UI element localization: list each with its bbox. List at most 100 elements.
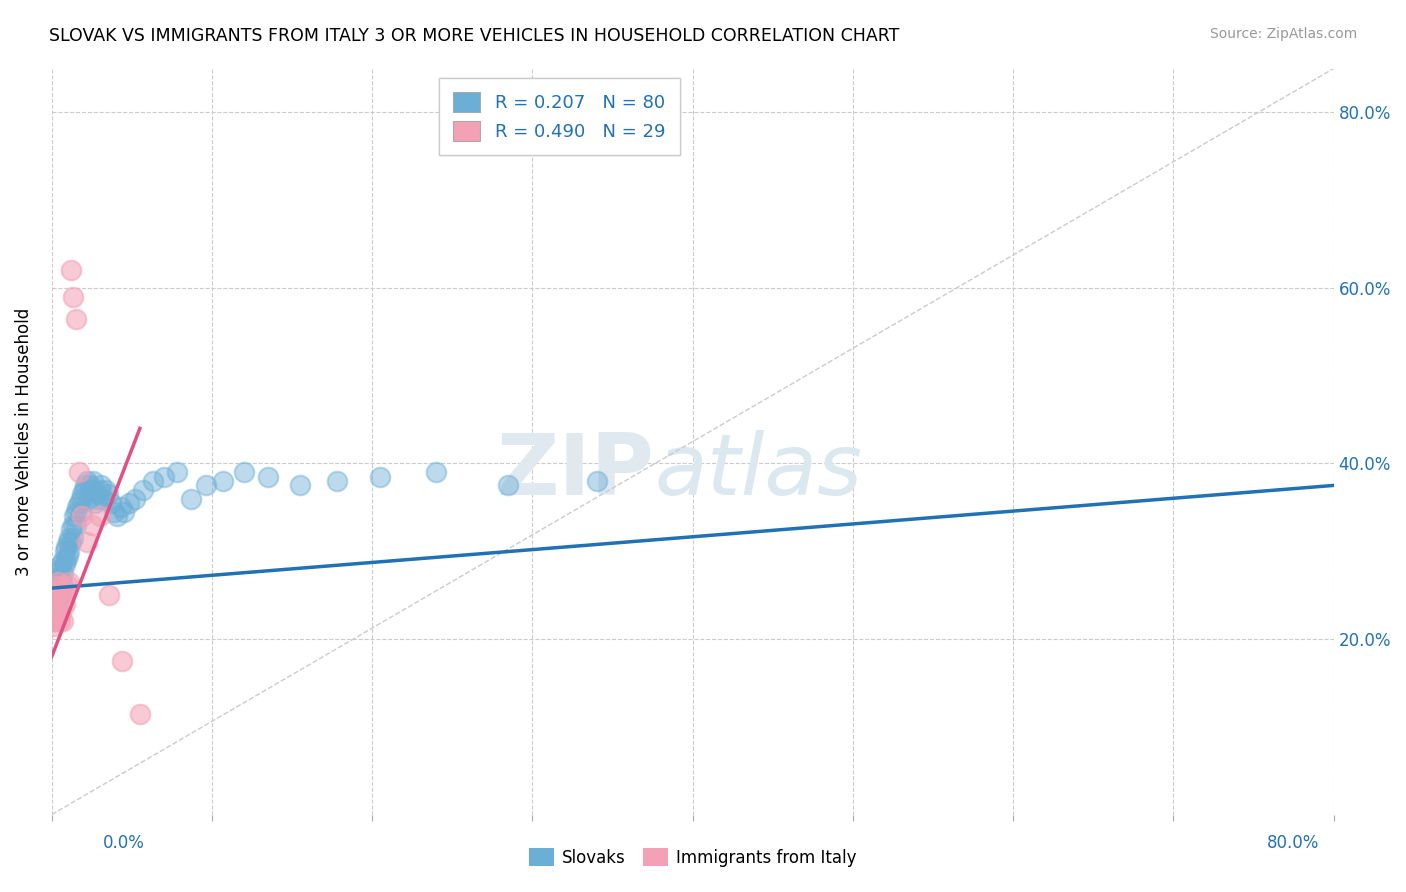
Point [65, 505, 87, 519]
Point [79, 478, 101, 492]
Point [46, 579, 69, 593]
Point [44, 588, 66, 602]
Text: atlas: atlas [654, 430, 862, 513]
Point [45, 597, 67, 611]
Text: 80.0%: 80.0% [1267, 834, 1319, 852]
Point [51, 571, 73, 585]
Point [89, 509, 111, 524]
Point [46, 601, 69, 615]
Point [194, 478, 217, 492]
Point [55, 583, 77, 598]
Point [257, 469, 280, 483]
Point [65, 311, 87, 326]
Point [45, 583, 67, 598]
Point [49, 588, 72, 602]
Point [100, 496, 122, 510]
Point [80, 517, 103, 532]
Point [86, 487, 108, 501]
Point [63, 509, 86, 524]
Point [49, 562, 72, 576]
Point [58, 544, 80, 558]
Point [67, 465, 90, 479]
Point [124, 491, 146, 506]
Point [46, 592, 69, 607]
Point [42, 619, 65, 633]
Point [52, 579, 75, 593]
Point [107, 509, 129, 524]
Point [45, 571, 67, 585]
Point [45, 606, 67, 620]
Point [180, 491, 202, 506]
Point [70, 487, 93, 501]
Point [70, 509, 93, 524]
Point [55, 540, 77, 554]
Point [89, 483, 111, 497]
Point [84, 496, 107, 510]
Point [42, 597, 65, 611]
Text: SLOVAK VS IMMIGRANTS FROM ITALY 3 OR MORE VEHICLES IN HOUSEHOLD CORRELATION CHAR: SLOVAK VS IMMIGRANTS FROM ITALY 3 OR MOR… [49, 27, 900, 45]
Point [128, 706, 150, 721]
Point [153, 469, 176, 483]
Point [52, 588, 75, 602]
Point [103, 505, 125, 519]
Legend: R = 0.207   N = 80, R = 0.490   N = 29: R = 0.207 N = 80, R = 0.490 N = 29 [439, 78, 681, 155]
Point [65, 517, 87, 532]
Point [87, 491, 110, 506]
Point [42, 610, 65, 624]
Point [368, 469, 391, 483]
Point [59, 535, 82, 549]
Point [51, 583, 73, 598]
Point [58, 574, 80, 589]
Point [76, 535, 98, 549]
Point [49, 574, 72, 589]
Point [56, 579, 79, 593]
Point [75, 478, 97, 492]
Point [59, 263, 82, 277]
Point [69, 505, 91, 519]
Point [62, 531, 84, 545]
Point [111, 654, 134, 668]
Point [55, 553, 77, 567]
Point [46, 574, 69, 589]
Point [44, 574, 66, 589]
Point [166, 465, 188, 479]
Point [233, 465, 256, 479]
Text: Source: ZipAtlas.com: Source: ZipAtlas.com [1209, 27, 1357, 41]
Point [97, 487, 120, 501]
Point [45, 579, 67, 593]
Y-axis label: 3 or more Vehicles in Household: 3 or more Vehicles in Household [15, 308, 32, 575]
Point [62, 290, 84, 304]
Point [498, 478, 520, 492]
Point [42, 583, 65, 598]
Point [58, 531, 80, 545]
Point [326, 474, 349, 488]
Point [118, 496, 141, 510]
Point [425, 465, 447, 479]
Point [56, 549, 79, 563]
Point [288, 478, 311, 492]
Point [52, 615, 75, 629]
Point [53, 558, 76, 572]
Point [66, 500, 89, 515]
Point [44, 615, 66, 629]
Point [51, 606, 73, 620]
Point [142, 474, 165, 488]
Point [91, 491, 114, 506]
Point [59, 522, 82, 536]
Point [69, 491, 91, 506]
Point [51, 558, 73, 572]
Point [52, 553, 75, 567]
Point [53, 597, 76, 611]
Point [585, 474, 607, 488]
Point [98, 588, 121, 602]
Point [90, 478, 112, 492]
Point [56, 535, 79, 549]
Point [76, 474, 98, 488]
Point [80, 483, 103, 497]
Point [132, 483, 155, 497]
Point [96, 483, 118, 497]
Point [42, 597, 65, 611]
Point [49, 583, 72, 598]
Point [53, 544, 76, 558]
Point [45, 610, 67, 624]
